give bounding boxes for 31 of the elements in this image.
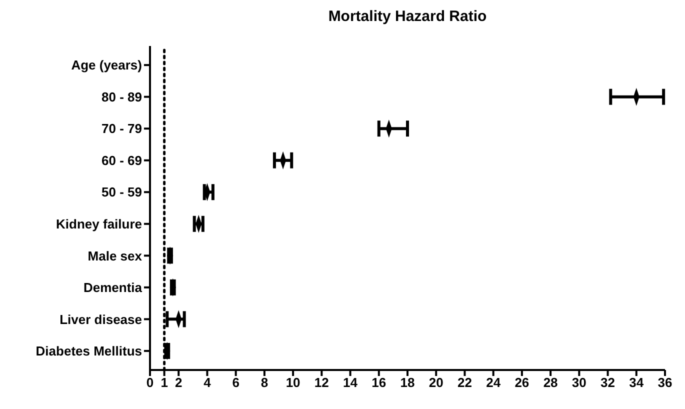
y-tick-label: Kidney failure (56, 216, 142, 232)
y-tick-label: Male sex (88, 248, 143, 264)
y-tick-label: Liver disease (60, 312, 142, 327)
x-tick-label: 10 (286, 375, 300, 390)
x-tick-label: 28 (543, 375, 558, 390)
x-tick-label: 1 (160, 375, 168, 390)
x-tick-label: 30 (572, 375, 586, 390)
y-tick-label: Dementia (83, 280, 143, 296)
y-tick-label: Diabetes Mellitus (36, 344, 142, 359)
x-tick-label: 24 (486, 375, 502, 390)
y-tick-label: 80 - 89 (102, 89, 142, 104)
y-tick-label: Age (years) (71, 58, 142, 73)
y-tick-label: 60 - 69 (102, 152, 142, 168)
x-tick-label: 8 (260, 375, 268, 390)
x-tick-label: 18 (400, 375, 415, 390)
x-tick-label: 12 (314, 375, 329, 390)
x-tick-label: 14 (343, 375, 358, 390)
x-tick-label: 32 (600, 375, 616, 390)
x-tick-label: 0 (146, 375, 154, 390)
x-tick-label: 20 (428, 375, 444, 390)
x-tick-label: 26 (514, 375, 530, 390)
x-tick-label: 4 (204, 375, 212, 390)
x-tick-label: 2 (174, 375, 182, 390)
x-tick-label: 22 (457, 375, 472, 390)
x-tick-label: 16 (372, 375, 386, 390)
x-tick-label: 6 (232, 375, 240, 390)
x-tick-label: 36 (658, 375, 672, 390)
y-tick-label: 50 - 59 (102, 184, 142, 200)
chart-title: Mortality Hazard Ratio (327, 8, 488, 27)
x-tick-label: 34 (629, 375, 644, 390)
y-tick-label: 70 - 79 (102, 121, 142, 136)
